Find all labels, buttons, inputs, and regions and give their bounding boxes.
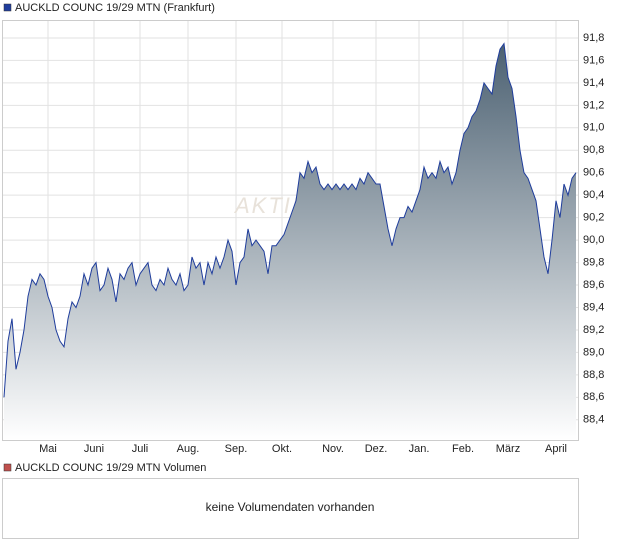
y-tick-label: 90,2 (583, 212, 604, 224)
legend-label: AUCKLD COUNC 19/29 MTN (Frankfurt) (15, 2, 215, 14)
y-tick-label: 90,6 (583, 167, 604, 179)
y-tick-label: 91,0 (583, 122, 604, 134)
x-tick-label: März (496, 443, 520, 455)
x-tick-label: Juli (132, 443, 149, 455)
x-tick-label: Nov. (322, 443, 344, 455)
x-tick-label: Feb. (452, 443, 474, 455)
y-tick-label: 90,8 (583, 144, 604, 156)
y-tick-label: 88,4 (583, 414, 604, 426)
x-tick-label: April (545, 443, 567, 455)
y-tick-label: 91,4 (583, 77, 604, 89)
volume-frame (2, 478, 579, 539)
y-tick-label: 89,4 (583, 301, 604, 313)
y-tick-label: 88,8 (583, 369, 604, 381)
area (4, 43, 576, 440)
x-tick-label: Sep. (225, 443, 248, 455)
x-tick-label: Okt. (272, 443, 292, 455)
x-tick-label: Aug. (177, 443, 200, 455)
y-tick-label: 88,6 (583, 391, 604, 403)
y-tick-label: 90,4 (583, 189, 604, 201)
line (3, 42, 577, 398)
x-tick-label: Jan. (409, 443, 430, 455)
x-tick-label: Dez. (365, 443, 388, 455)
y-tick-label: 89,6 (583, 279, 604, 291)
y-tick-label: 89,0 (583, 346, 604, 358)
y-tick-label: 90,0 (583, 234, 604, 246)
y-tick-label: 91,6 (583, 54, 604, 66)
y-tick-label: 91,8 (583, 32, 604, 44)
x-tick-label: Juni (84, 443, 104, 455)
y-tick-label: 89,2 (583, 324, 604, 336)
y-tick-label: 89,8 (583, 256, 604, 268)
x-tick-label: Mai (39, 443, 57, 455)
legend-swatch (3, 463, 12, 472)
legend-swatch (3, 3, 12, 12)
volume-message: keine Volumendaten vorhanden (206, 500, 375, 514)
y-tick-label: 91,2 (583, 99, 604, 111)
legend-label: AUCKLD COUNC 19/29 MTN Volumen (15, 462, 206, 474)
